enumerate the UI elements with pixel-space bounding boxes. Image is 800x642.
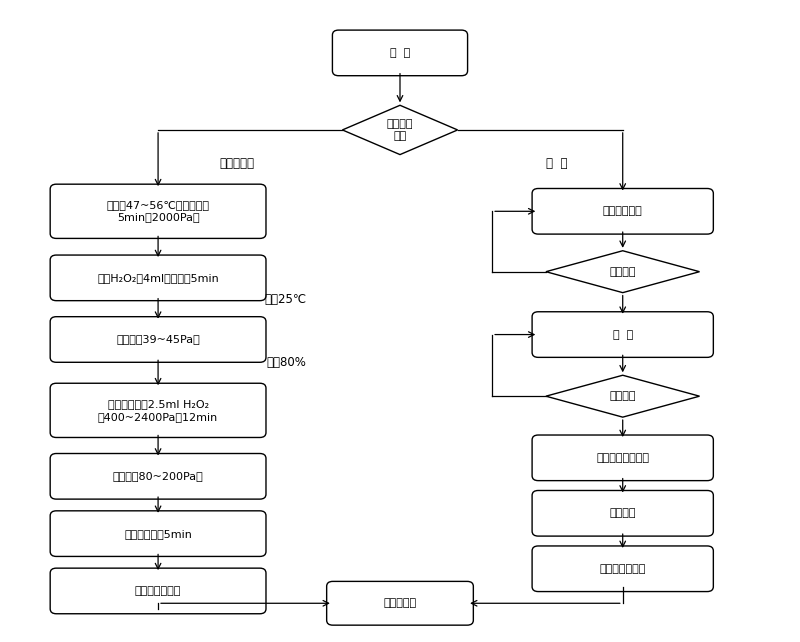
- Text: 低温等离子: 低温等离子: [219, 157, 254, 170]
- FancyBboxPatch shape: [532, 490, 714, 536]
- FancyBboxPatch shape: [50, 511, 266, 557]
- Text: 加温（47~56℃），抽真空
5min（2000Pa）: 加温（47~56℃），抽真空 5min（2000Pa）: [106, 200, 210, 223]
- Text: 再次泄压注入2.5ml H₂O₂
（400~2400Pa）12min: 再次泄压注入2.5ml H₂O₂ （400~2400Pa）12min: [98, 399, 218, 422]
- FancyBboxPatch shape: [50, 568, 266, 614]
- Text: 抽真空（80~200Pa）: 抽真空（80~200Pa）: [113, 471, 203, 482]
- Text: 记录，打印: 记录，打印: [383, 598, 417, 608]
- Text: 开  机: 开 机: [390, 48, 410, 58]
- FancyBboxPatch shape: [50, 383, 266, 437]
- FancyBboxPatch shape: [326, 582, 474, 625]
- Text: 臭  氧: 臭 氧: [546, 157, 567, 170]
- Polygon shape: [342, 105, 458, 155]
- FancyBboxPatch shape: [532, 435, 714, 481]
- FancyBboxPatch shape: [532, 546, 714, 591]
- FancyBboxPatch shape: [50, 255, 266, 300]
- Text: 选择工作
模式: 选择工作 模式: [386, 119, 414, 141]
- Text: 关断氧气，结束: 关断氧气，结束: [599, 564, 646, 574]
- Text: 低于80%: 低于80%: [266, 356, 306, 369]
- Text: 湿度检测: 湿度检测: [610, 391, 636, 401]
- Text: 温度检测: 温度检测: [610, 266, 636, 277]
- Polygon shape: [546, 251, 699, 293]
- Text: 室内自然降温: 室内自然降温: [603, 206, 642, 216]
- FancyBboxPatch shape: [50, 184, 266, 238]
- FancyBboxPatch shape: [532, 312, 714, 358]
- Text: 等离子体产生5min: 等离子体产生5min: [124, 528, 192, 539]
- FancyBboxPatch shape: [333, 30, 467, 76]
- FancyBboxPatch shape: [532, 189, 714, 234]
- FancyBboxPatch shape: [50, 453, 266, 499]
- Text: 加  湿: 加 湿: [613, 329, 633, 340]
- Text: 结束，恢复气压: 结束，恢复气压: [135, 586, 182, 596]
- Text: 注入H₂O₂（4ml），冷凝5min: 注入H₂O₂（4ml），冷凝5min: [98, 273, 219, 283]
- Text: 加氧气，发生臭氧: 加氧气，发生臭氧: [596, 453, 650, 463]
- Text: 弥散消毒: 弥散消毒: [610, 508, 636, 518]
- Text: 高于25℃: 高于25℃: [264, 293, 306, 306]
- Polygon shape: [546, 375, 699, 417]
- Text: 抽真空（39~45Pa）: 抽真空（39~45Pa）: [116, 334, 200, 345]
- FancyBboxPatch shape: [50, 317, 266, 362]
